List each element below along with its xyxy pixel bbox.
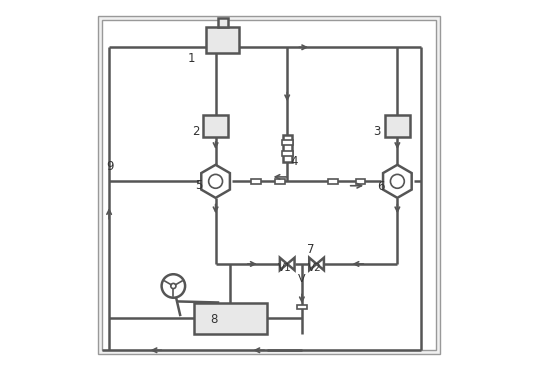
Text: V1: V1 bbox=[278, 263, 292, 273]
Bar bbox=[203, 115, 229, 137]
Bar bbox=[356, 179, 365, 184]
Circle shape bbox=[390, 174, 404, 188]
Bar bbox=[384, 115, 410, 137]
Bar bbox=[275, 179, 285, 184]
Text: 3: 3 bbox=[373, 125, 381, 138]
Bar bbox=[251, 179, 261, 184]
Bar bbox=[282, 140, 293, 145]
Text: V: V bbox=[298, 274, 305, 284]
Bar bbox=[283, 135, 292, 162]
Bar bbox=[218, 18, 227, 27]
Text: 2: 2 bbox=[192, 125, 199, 138]
Polygon shape bbox=[309, 258, 317, 270]
Bar bbox=[297, 305, 307, 309]
Text: 4: 4 bbox=[291, 155, 299, 168]
Circle shape bbox=[171, 283, 176, 289]
Polygon shape bbox=[201, 165, 230, 198]
Polygon shape bbox=[287, 258, 295, 270]
Text: 8: 8 bbox=[210, 313, 217, 326]
Bar bbox=[193, 303, 267, 334]
Text: 7: 7 bbox=[307, 243, 315, 256]
Bar bbox=[282, 151, 293, 156]
Text: V2: V2 bbox=[308, 263, 321, 273]
Circle shape bbox=[162, 274, 185, 298]
Text: 1: 1 bbox=[188, 52, 195, 65]
Text: 6: 6 bbox=[377, 180, 384, 194]
Polygon shape bbox=[383, 165, 412, 198]
Text: 5: 5 bbox=[195, 178, 203, 192]
Bar bbox=[328, 179, 338, 184]
Polygon shape bbox=[280, 258, 287, 270]
Bar bbox=[207, 27, 239, 53]
Bar bbox=[102, 20, 436, 350]
Text: 9: 9 bbox=[106, 160, 114, 173]
Polygon shape bbox=[317, 258, 324, 270]
Circle shape bbox=[209, 174, 223, 188]
